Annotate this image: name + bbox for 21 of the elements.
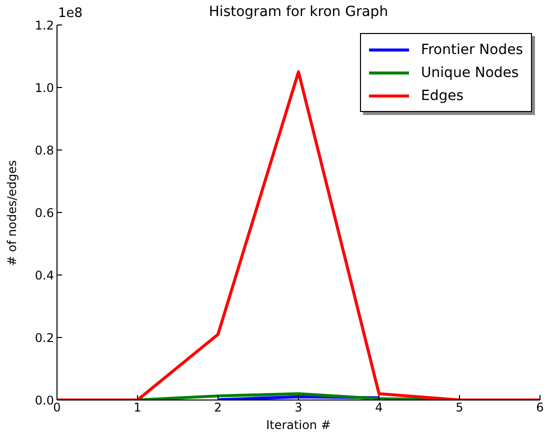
y-tick-label: 0.4: [34, 268, 54, 282]
x-tick-label: 3: [294, 400, 302, 415]
y-tick-label: 1.0: [34, 80, 54, 95]
x-tick-label: 2: [214, 400, 222, 415]
x-tick-label: 6: [536, 400, 544, 415]
legend-label: Edges: [421, 88, 464, 104]
x-tick-label: 0: [53, 400, 61, 415]
x-tick-label: 5: [456, 400, 464, 415]
x-axis-title: Iteration #: [265, 418, 332, 432]
x-tick-label: 4: [375, 400, 383, 415]
chart-title: Histogram for kron Graph: [208, 4, 388, 20]
y-tick-label: 0.6: [34, 206, 54, 220]
y-tick-label: 0.0: [34, 393, 54, 408]
y-tick-label: 1.2: [34, 18, 54, 32]
y-tick-label: 0.8: [34, 143, 54, 158]
legend-label: Unique Nodes: [421, 64, 519, 80]
x-tick-label: 1: [134, 400, 142, 415]
legend-label: Frontier Nodes: [421, 42, 523, 58]
text: 1e8: [58, 6, 83, 21]
y-axis-title: # of nodes/edges: [5, 160, 19, 266]
y-tick-label: 0.2: [34, 330, 54, 345]
